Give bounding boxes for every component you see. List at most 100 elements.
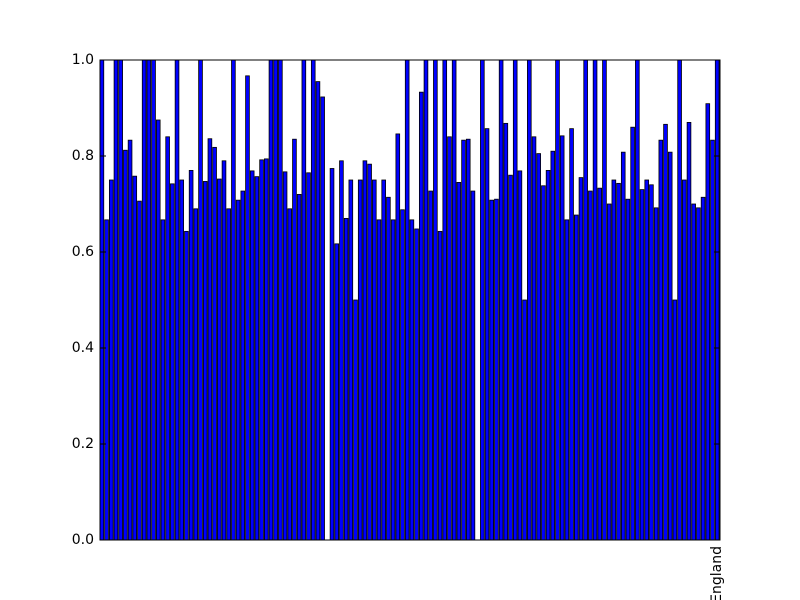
bar [635, 59, 640, 541]
bar [616, 182, 621, 541]
bar [263, 158, 269, 541]
bar [395, 133, 401, 541]
bar [653, 207, 659, 541]
bar [329, 168, 335, 541]
bar [700, 196, 706, 541]
bar [99, 59, 105, 541]
bar [170, 183, 175, 541]
bar [249, 170, 255, 541]
bar [278, 59, 283, 541]
y-tick-label: 0.6 [72, 244, 94, 260]
bar [536, 153, 541, 541]
bar [705, 103, 711, 541]
bar [522, 299, 527, 541]
bar [714, 59, 720, 541]
bar [409, 219, 415, 541]
bar [400, 209, 405, 541]
plot-frame [99, 59, 721, 541]
bar [376, 219, 382, 541]
bar [141, 59, 147, 541]
bar [221, 160, 227, 541]
bar [498, 59, 504, 541]
bar [592, 59, 598, 541]
bar [212, 146, 217, 541]
bar [127, 139, 133, 541]
bar [649, 184, 654, 541]
bar [108, 179, 114, 541]
bar [470, 190, 476, 541]
bar [583, 59, 588, 541]
x-tick-label: England [709, 546, 725, 600]
bar [620, 151, 626, 541]
bar [184, 230, 189, 541]
bar [404, 59, 410, 541]
bar [672, 299, 678, 541]
bar [508, 174, 513, 541]
bar [630, 126, 635, 541]
bar [545, 169, 551, 541]
bar [573, 214, 579, 541]
bar [137, 200, 142, 541]
bar [217, 178, 222, 541]
bar [245, 75, 250, 541]
bar [428, 190, 433, 541]
bar [611, 179, 617, 541]
bar [339, 160, 344, 541]
bar [531, 136, 537, 541]
bar [644, 179, 650, 541]
bar [315, 81, 321, 541]
bar [639, 189, 645, 541]
bar [503, 122, 509, 541]
bar [527, 59, 532, 541]
bar [348, 179, 354, 541]
bar [696, 207, 701, 541]
bar [437, 230, 443, 541]
bar [569, 128, 574, 541]
bar [386, 196, 391, 541]
bar [165, 136, 170, 541]
y-tick-label: 0.8 [72, 148, 94, 164]
bar [686, 122, 692, 541]
bar [160, 219, 166, 541]
bar [512, 59, 518, 541]
bar [357, 179, 363, 541]
bar [334, 243, 340, 541]
bar [494, 198, 499, 541]
bar [151, 59, 156, 541]
bar [414, 228, 419, 541]
bar [682, 179, 687, 541]
bar [240, 190, 246, 541]
bar [254, 176, 260, 541]
bar [155, 119, 161, 541]
bar [663, 123, 668, 541]
y-tick-label: 0.0 [72, 532, 94, 548]
bar [113, 59, 119, 541]
bar [465, 138, 471, 541]
bar [423, 59, 429, 541]
bar [179, 179, 185, 541]
y-tick-label: 1.0 [72, 52, 94, 68]
bar [433, 59, 438, 541]
bar [282, 171, 288, 541]
bar [268, 59, 274, 541]
y-tick-label: 0.2 [72, 436, 94, 452]
bar [193, 208, 199, 541]
bar [602, 59, 607, 541]
bar [292, 138, 297, 541]
bar [550, 150, 556, 541]
bar [306, 172, 311, 541]
bar [118, 59, 123, 541]
bar [489, 199, 495, 541]
y-tick-label: 0.4 [72, 340, 94, 356]
bar [235, 199, 241, 541]
bar [559, 135, 565, 541]
bar [658, 139, 664, 541]
bar [320, 96, 325, 541]
bar [287, 208, 293, 541]
bar [362, 160, 368, 541]
bar [231, 59, 236, 541]
bar [564, 219, 570, 541]
bar [710, 139, 715, 541]
bar [296, 193, 302, 541]
